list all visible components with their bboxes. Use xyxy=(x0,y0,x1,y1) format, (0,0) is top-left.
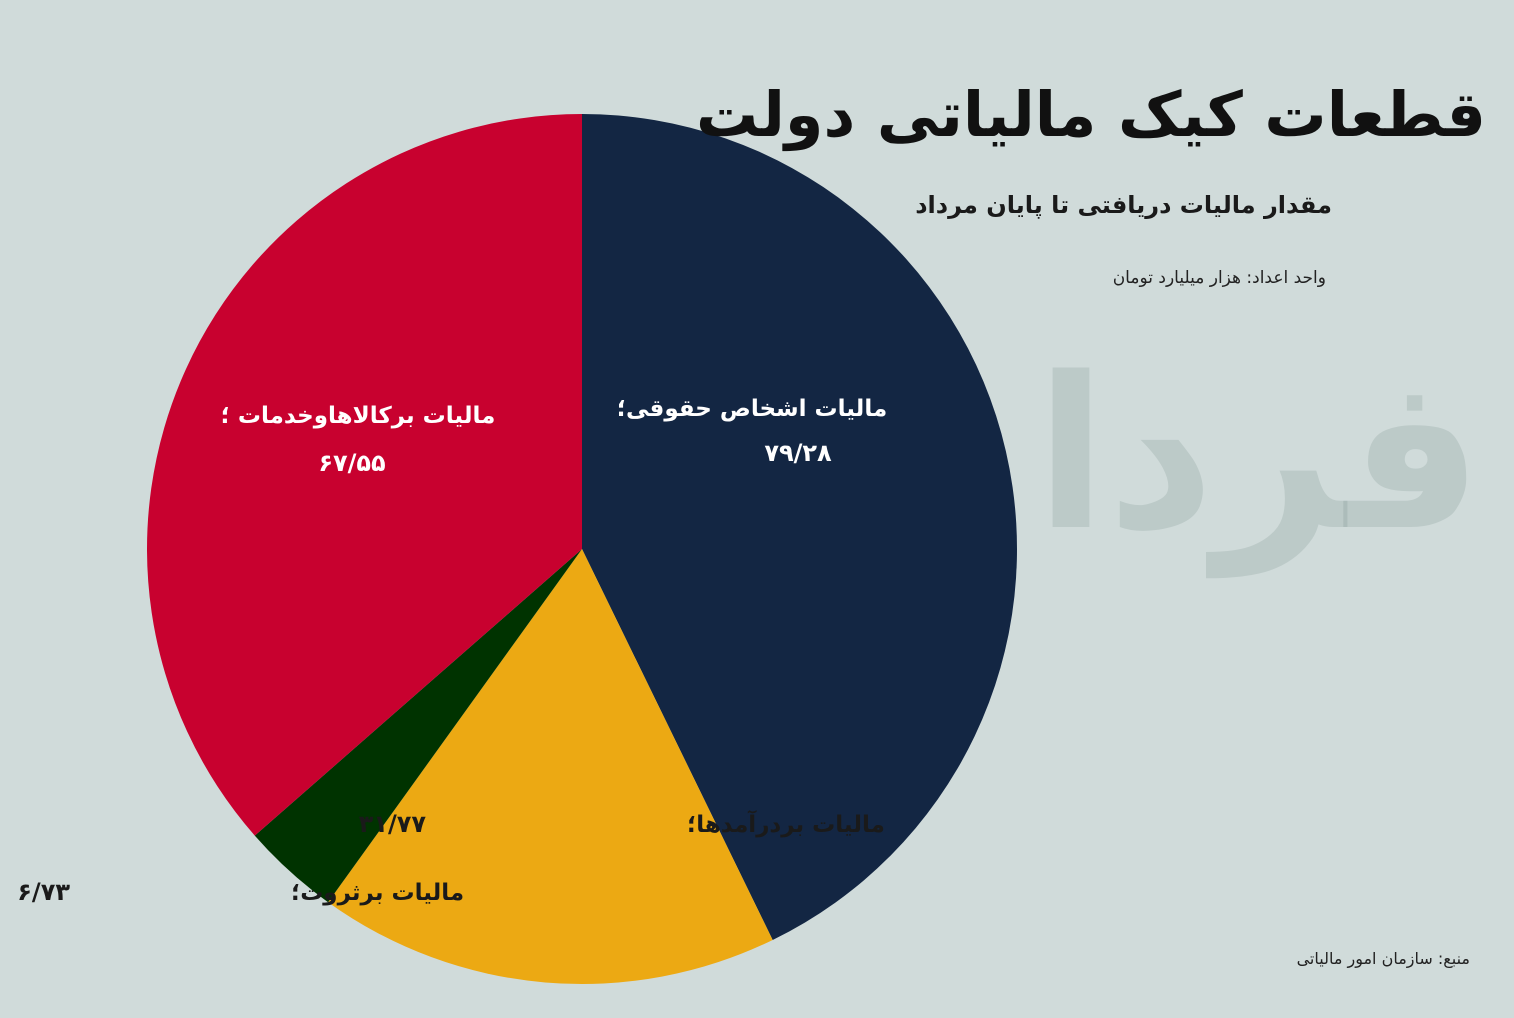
slice-label-income: مالیات بردرآمدها؛ xyxy=(687,809,885,838)
unit-note: واحد اعداد: هزار میلیارد تومان xyxy=(1112,268,1326,288)
slice-value-income: ۳۱/۷۷ xyxy=(359,810,427,838)
slice-wealth xyxy=(254,549,582,903)
source-note: منبع: سازمان امور مالیاتی xyxy=(1296,949,1470,968)
chart-title: قطعات کیک مالیاتی دولت xyxy=(696,78,1486,151)
watermark-logo: فردا xyxy=(1035,332,1483,577)
slice-label-legal-entities: مالیات اشخاص حقوقی؛ xyxy=(617,396,887,422)
chart-subtitle: مقدار مالیات دریافتی تا پایان مرداد xyxy=(915,191,1332,219)
slice-legal-entities xyxy=(582,114,1017,940)
pie-slices xyxy=(147,114,1017,985)
pie-labels: مالیات اشخاص حقوقی؛ ۷۹/۲۸ مالیات برکالاه… xyxy=(17,396,887,906)
slice-value-goods-services: ۶۷/۵۵ xyxy=(318,449,385,477)
slice-income xyxy=(328,549,773,985)
slice-label-wealth: مالیات برثروت؛ xyxy=(291,880,464,906)
slice-label-goods-services: مالیات برکالاهاوخدمات ؛ xyxy=(221,403,496,429)
slice-goods-services xyxy=(147,114,582,836)
slice-value-wealth: ۶/۷۳ xyxy=(17,878,70,906)
slice-value-legal-entities: ۷۹/۲۸ xyxy=(764,439,832,467)
